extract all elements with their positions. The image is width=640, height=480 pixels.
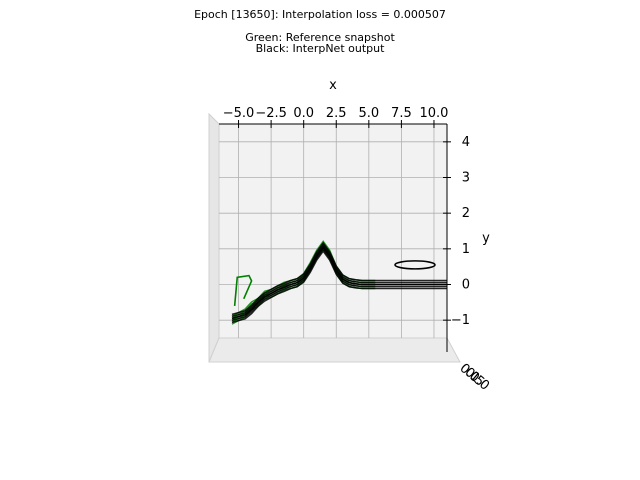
y-tick-labels: −1 0 1 2 3 4 [443,135,470,328]
y-tick-label: 2 [462,206,470,221]
y-tick-label: −1 [451,313,470,328]
series-group [231,240,447,325]
x-tick-label: 7.5 [391,106,412,121]
series-reference-loop [233,274,253,306]
y-tick-label: 0 [462,278,470,293]
title-line-2: Green: Reference snapshot [245,31,395,44]
series-model-line [231,243,447,318]
x-tick-label: 0.0 [293,106,314,121]
x-tick-label: −2.5 [255,106,287,121]
series-model-line [231,247,447,322]
left-pane [208,112,220,363]
series-model-loop [394,260,436,270]
x-axis-label: x [329,78,337,93]
y-tick-label: 3 [462,171,470,186]
x-tick-label: 5.0 [358,106,379,121]
x-tick-label: 10.0 [419,106,448,121]
y-tick-label: 1 [462,242,470,257]
x-tick-label: −5.0 [223,106,255,121]
title-line-1: Epoch [13650]: Interpolation loss = 0.00… [194,8,446,21]
series-model-line [231,249,447,324]
title-line-3: Black: InterpNet output [256,42,386,55]
series-model-line [231,245,447,320]
y-axis-label: y [482,231,490,246]
z-tick-labels: 0.00.51.0 [457,361,492,394]
x-tick-labels: −5.0 −2.5 0.0 2.5 5.0 7.5 10.0 [223,106,448,128]
plot-3d[interactable]: −5.0 −2.5 0.0 2.5 5.0 7.5 10.0 −1 0 1 2 3 4 0.00.51… [208,78,492,394]
series-model-line [231,241,447,316]
floor-pane [208,337,461,363]
y-tick-label: 4 [462,135,470,150]
x-tick-label: 2.5 [326,106,347,121]
